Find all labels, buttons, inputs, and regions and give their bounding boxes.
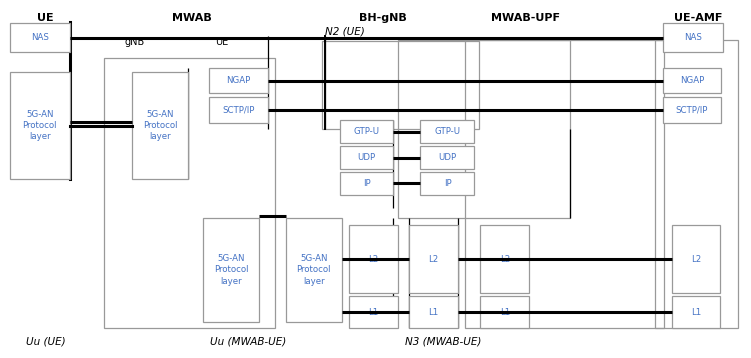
Bar	[481, 225, 529, 293]
Bar	[10, 23, 70, 52]
Bar	[339, 120, 394, 143]
Text: UDP: UDP	[357, 153, 376, 162]
Bar	[209, 68, 267, 93]
Bar	[398, 40, 571, 218]
Text: N2 (UE): N2 (UE)	[325, 26, 365, 37]
Text: MWAB-UPF: MWAB-UPF	[491, 13, 560, 23]
Bar	[10, 72, 70, 179]
Text: NGAP: NGAP	[226, 76, 250, 85]
Text: 5G-AN
Protocol
layer: 5G-AN Protocol layer	[214, 254, 249, 286]
Text: N3 (MWAB-UE): N3 (MWAB-UE)	[405, 337, 481, 347]
Text: NAS: NAS	[683, 33, 701, 42]
Text: L2: L2	[691, 255, 701, 264]
Text: L1: L1	[499, 308, 510, 316]
Bar	[409, 225, 458, 293]
Text: 5G-AN
Protocol
layer: 5G-AN Protocol layer	[297, 254, 331, 286]
Bar	[209, 97, 267, 123]
Bar	[421, 120, 475, 143]
Text: SCTP/IP: SCTP/IP	[222, 105, 255, 114]
Text: 5G-AN
Protocol
layer: 5G-AN Protocol layer	[143, 110, 177, 141]
Bar	[349, 296, 398, 328]
Text: gNB: gNB	[124, 37, 144, 47]
Text: IP: IP	[444, 179, 451, 188]
Text: UE: UE	[38, 13, 54, 23]
Bar	[339, 171, 394, 195]
Text: MWAB: MWAB	[172, 13, 212, 23]
Bar	[662, 68, 721, 93]
Text: L1: L1	[691, 308, 701, 316]
Bar	[132, 72, 188, 179]
Text: UE: UE	[216, 37, 228, 47]
Text: GTP-U: GTP-U	[434, 127, 460, 136]
Bar	[285, 218, 342, 321]
Bar	[409, 296, 458, 328]
Bar	[321, 41, 479, 129]
Text: Uu (UE): Uu (UE)	[26, 337, 65, 347]
Text: L2: L2	[369, 255, 379, 264]
Bar	[671, 225, 720, 293]
Text: IP: IP	[363, 179, 370, 188]
Text: L1: L1	[369, 308, 379, 316]
Bar	[466, 40, 664, 328]
Text: UE-AMF: UE-AMF	[674, 13, 722, 23]
Text: L2: L2	[499, 255, 510, 264]
Text: NGAP: NGAP	[680, 76, 704, 85]
Text: NAS: NAS	[31, 33, 49, 42]
Bar	[349, 225, 398, 293]
Bar	[104, 58, 275, 328]
Bar	[421, 146, 475, 169]
Bar	[671, 296, 720, 328]
Bar	[203, 218, 259, 321]
Bar	[655, 40, 737, 328]
Text: L1: L1	[429, 308, 439, 316]
Bar	[481, 296, 529, 328]
Text: Uu (MWAB-UE): Uu (MWAB-UE)	[210, 337, 286, 347]
Text: 5G-AN
Protocol
layer: 5G-AN Protocol layer	[23, 110, 57, 141]
Bar	[339, 146, 394, 169]
Bar	[421, 171, 475, 195]
Bar	[662, 97, 721, 123]
Bar	[662, 23, 722, 52]
Text: SCTP/IP: SCTP/IP	[676, 105, 708, 114]
Text: BH-gNB: BH-gNB	[359, 13, 407, 23]
Text: L2: L2	[429, 255, 439, 264]
Text: GTP-U: GTP-U	[354, 127, 379, 136]
Text: UDP: UDP	[439, 153, 457, 162]
